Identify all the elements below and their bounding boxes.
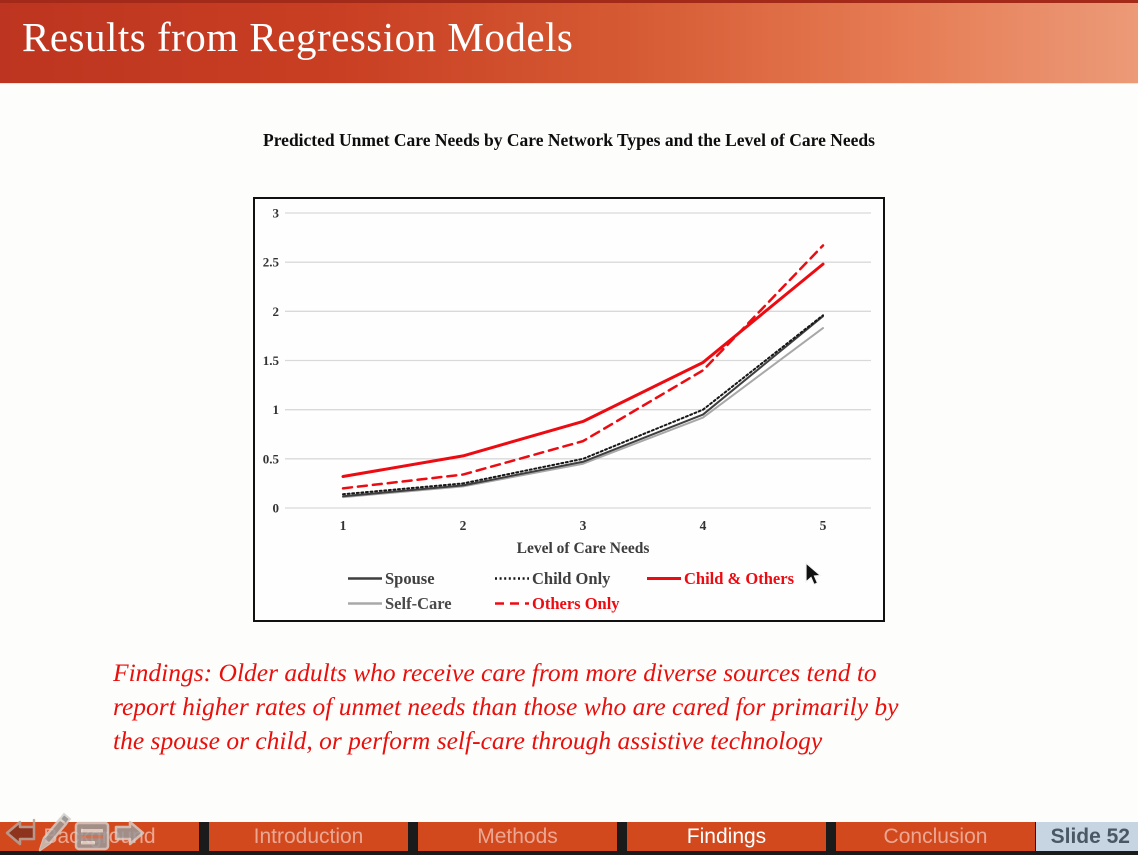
previous-slide-icon[interactable] [5, 818, 36, 846]
x-tick-label: 5 [820, 518, 827, 533]
x-tick-label: 3 [580, 518, 587, 533]
y-tick-label: 0 [273, 501, 280, 516]
series-line-self-care [342, 327, 824, 499]
section-tabs: Background Introduction Methods Findings… [0, 822, 1035, 851]
next-slide-icon[interactable] [114, 820, 145, 846]
annotation-menu-icon[interactable] [74, 821, 110, 851]
x-tick-label: 4 [700, 518, 707, 533]
nav-tab-methods[interactable]: Methods [418, 822, 617, 851]
y-tick-label: 2.5 [263, 255, 280, 270]
findings-text: Findings: Older adults who receive care … [113, 656, 1063, 758]
legend-label-child-others: Child & Others [684, 569, 795, 588]
series-line-child-only [342, 314, 824, 496]
x-tick-label: 2 [460, 518, 467, 533]
legend-label-spouse: Spouse [385, 569, 435, 588]
y-tick-label: 1.5 [263, 353, 280, 368]
bottom-nav-bar: Background Introduction Methods Findings… [0, 822, 1138, 855]
slide-number-badge: Slide 52 [1036, 822, 1138, 851]
chart-title: Predicted Unmet Care Needs by Care Netwo… [263, 130, 875, 150]
pen-icon[interactable] [38, 812, 72, 852]
slide-header: Results from Regression Models [0, 0, 1138, 84]
presenter-controls [5, 812, 145, 852]
legend-label-child-only: Child Only [532, 569, 611, 588]
chart-container: 0 0.5 1 1.5 2 2.5 3 1 2 3 4 5 Level of Care Needs Spo… [253, 197, 885, 622]
slide-title: Results from Regression Models [22, 14, 574, 60]
legend-label-others-only: Others Only [532, 594, 620, 613]
series-line-others-only [341, 244, 825, 490]
nav-tab-findings[interactable]: Findings [627, 822, 826, 851]
nav-tab-introduction[interactable]: Introduction [209, 822, 408, 851]
findings-line-1: Findings: Older adults who receive care … [113, 658, 877, 687]
nav-tab-conclusion[interactable]: Conclusion [836, 822, 1035, 851]
mouse-cursor [805, 562, 822, 586]
y-tick-label: 0.5 [263, 451, 280, 466]
y-tick-label: 1 [273, 402, 280, 417]
legend-label-self-care: Self-Care [385, 594, 452, 613]
line-chart: 0 0.5 1 1.5 2 2.5 3 1 2 3 4 5 Level of Care Needs Spo… [263, 206, 871, 613]
series-line-spouse [342, 315, 824, 498]
x-tick-label: 1 [340, 518, 347, 533]
y-tick-label: 3 [273, 206, 280, 221]
x-axis-title: Level of Care Needs [517, 540, 650, 557]
y-tick-label: 2 [273, 304, 280, 319]
findings-line-2: report higher rates of unmet needs than … [113, 692, 899, 721]
findings-line-3: the spouse or child, or perform self-car… [113, 726, 823, 755]
series-line-child-others [341, 262, 825, 479]
